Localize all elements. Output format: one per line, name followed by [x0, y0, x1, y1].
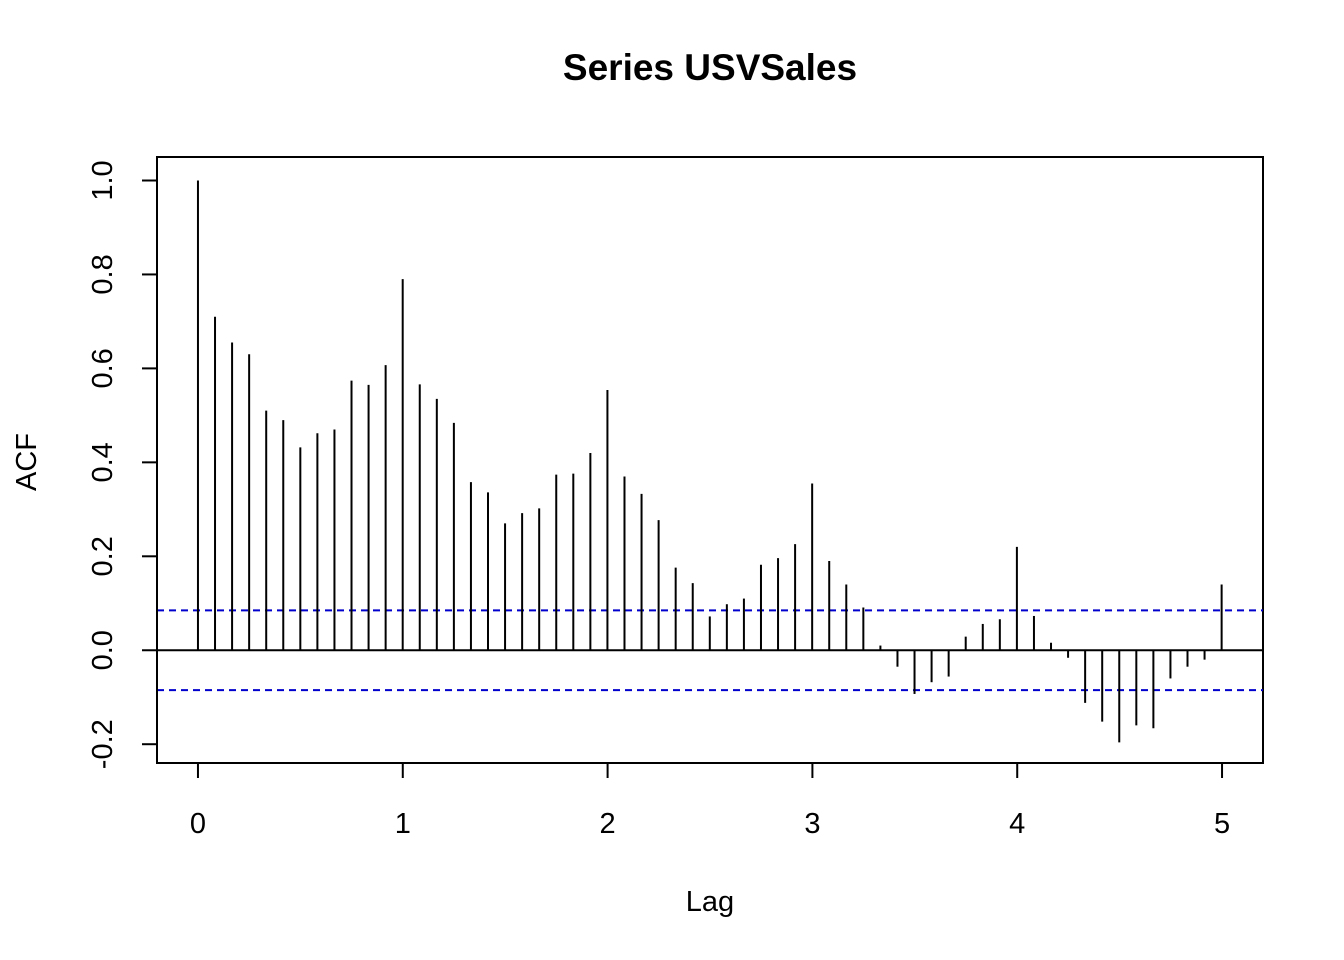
y-tick-label: 0.0 [87, 630, 119, 670]
plot-frame [156, 156, 1264, 764]
x-tick-label: 0 [190, 808, 206, 840]
y-tick-label: 0.2 [87, 536, 119, 576]
y-tick-label: 0.4 [87, 442, 119, 482]
chart-title: Series USVSales [563, 47, 857, 88]
y-axis-label: ACF [11, 433, 43, 491]
y-tick-label: 0.8 [87, 254, 119, 294]
x-tick-label: 3 [804, 808, 820, 840]
x-tick-label: 2 [600, 808, 616, 840]
x-axis: 0 1 2 3 4 5 [190, 762, 1230, 840]
y-tick-label: 1.0 [87, 160, 119, 200]
confidence-bounds [157, 609, 1263, 692]
x-axis-label: Lag [686, 886, 734, 918]
y-tick-label: -0.2 [87, 719, 119, 769]
y-axis: -0.2 0.0 0.2 0.4 0.6 0.8 1.0 [87, 160, 158, 769]
y-tick-label: 0.6 [87, 348, 119, 388]
x-tick-label: 4 [1009, 808, 1025, 840]
x-tick-label: 1 [395, 808, 411, 840]
acf-bars [196, 180, 1223, 743]
x-tick-label: 5 [1214, 808, 1230, 840]
